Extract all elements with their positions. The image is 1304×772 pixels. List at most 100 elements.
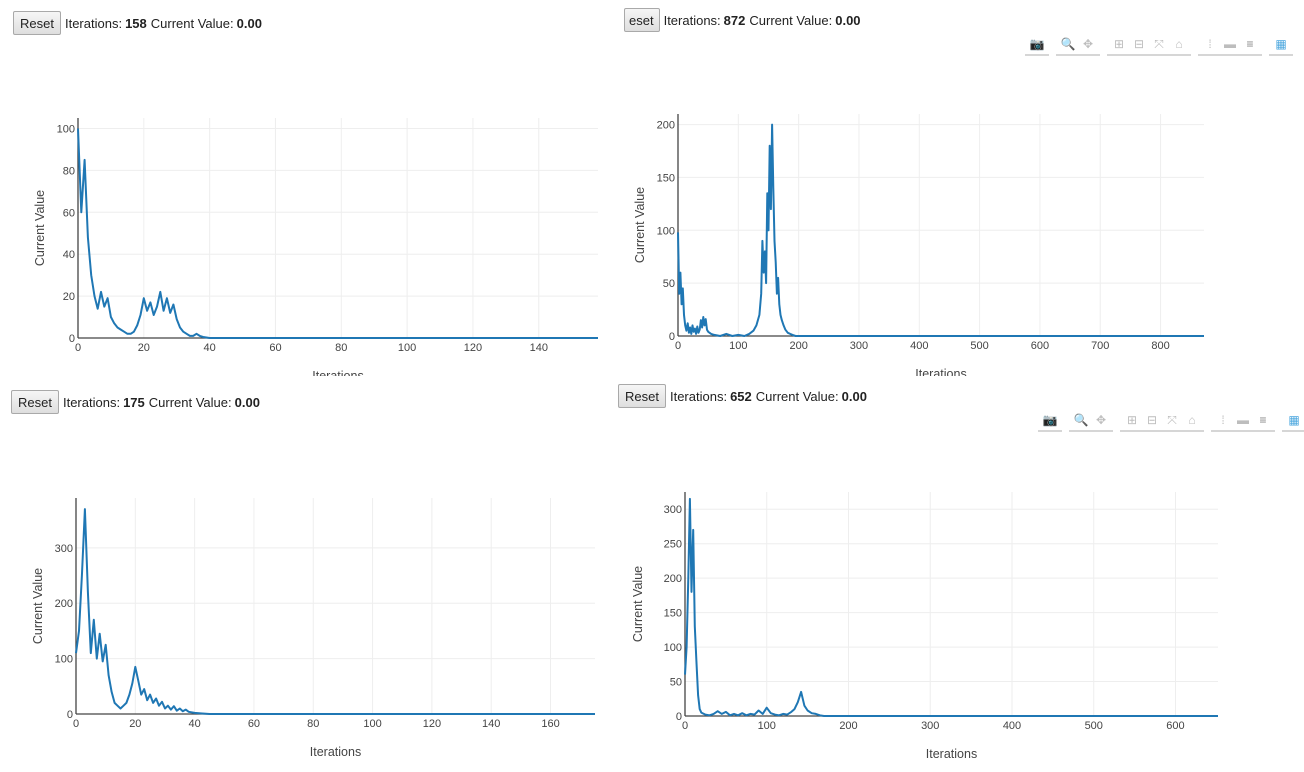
y-axis-title: Current Value — [31, 568, 45, 644]
x-axis-title: Iterations — [312, 369, 363, 376]
y-axis-title: Current Value — [631, 566, 645, 642]
camera-icon[interactable]: 📷 — [1029, 37, 1045, 51]
x-tick-label: 300 — [850, 340, 868, 352]
modebar-group-zoom: ⊞ ⊟ ⤧ ⌂ — [1120, 412, 1204, 432]
chart-4[interactable]: 0 100 200 300 400 500 600 0 50 100 150 200 250 300 Ite… — [628, 484, 1223, 770]
current-value-label: Current Value: — [150, 15, 234, 31]
iterations-label: Iterations: — [669, 388, 728, 404]
x-tick-label: 80 — [335, 342, 347, 354]
y-tick-label: 200 — [657, 120, 675, 132]
reset-button[interactable]: Reset — [618, 384, 666, 408]
x-tick-label: 20 — [138, 342, 150, 354]
panel-1-header: Reset Iterations: 158 Current Value: 0.0… — [13, 11, 266, 35]
camera-icon[interactable]: 📷 — [1042, 413, 1058, 427]
x-tick-label: 0 — [675, 340, 681, 352]
hover-closest-icon[interactable]: ▬ — [1237, 413, 1249, 427]
x-tick-label: 120 — [423, 718, 441, 730]
reset-button[interactable]: Reset — [11, 390, 59, 414]
modebar-group-drag: 🔍 ✥ — [1056, 36, 1100, 56]
x-tick-label: 60 — [269, 342, 281, 354]
x-tick-label: 100 — [398, 342, 416, 354]
current-value-label: Current Value: — [755, 388, 839, 404]
y-tick-label: 0 — [69, 333, 75, 345]
y-tick-label: 40 — [63, 249, 75, 261]
x-tick-label: 40 — [204, 342, 216, 354]
iterations-value: 158 — [125, 15, 147, 31]
pan-icon[interactable]: ✥ — [1082, 37, 1094, 51]
x-tick-label: 40 — [189, 718, 201, 730]
chart-3[interactable]: 0 20 40 60 80 100 120 140 160 0 100 200 300 Iteration… — [28, 488, 608, 766]
y-tick-label: 20 — [63, 291, 75, 303]
zoom-out-icon[interactable]: ⊟ — [1146, 413, 1158, 427]
x-tick-label: 120 — [464, 342, 482, 354]
plotly-logo-icon[interactable]: ▦ — [1275, 37, 1287, 51]
y-tick-label: 100 — [664, 642, 682, 654]
y-tick-label: 150 — [664, 608, 682, 620]
x-tick-label: 500 — [970, 340, 988, 352]
y-tick-label: 0 — [669, 331, 675, 343]
hover-closest-icon[interactable]: ▬ — [1224, 37, 1236, 51]
x-tick-label: 140 — [482, 718, 500, 730]
current-value-value: 0.00 — [835, 12, 861, 28]
modebar-group-logo: ▦ — [1269, 36, 1293, 56]
modebar-group-zoom: ⊞ ⊟ ⤧ ⌂ — [1107, 36, 1191, 56]
x-tick-label: 100 — [758, 720, 776, 732]
current-value-value: 0.00 — [236, 15, 262, 31]
iterations-value: 872 — [723, 12, 746, 28]
y-tick-label: 150 — [657, 172, 675, 184]
iterations-label: Iterations: — [663, 12, 721, 28]
spike-icon[interactable]: ⁞ — [1208, 37, 1212, 51]
modebar-group-export: 📷 — [1038, 412, 1062, 432]
chart-2[interactable]: 0 100 200 300 400 500 600 700 800 0 50 100 150 200 Ite… — [630, 106, 1215, 376]
home-icon[interactable]: ⌂ — [1188, 413, 1196, 427]
modebar-group-drag: 🔍 ✥ — [1069, 412, 1113, 432]
y-axis-title: Current Value — [633, 187, 647, 263]
x-axis-title: Iterations — [915, 367, 966, 376]
zoom-icon[interactable]: 🔍 — [1060, 37, 1076, 51]
y-tick-label: 50 — [663, 278, 675, 290]
series-line — [684, 497, 1218, 717]
zoom-icon[interactable]: 🔍 — [1073, 413, 1089, 427]
panel-2-header: eset Iterations: 872 Current Value: 0.00 — [624, 8, 865, 32]
x-tick-label: 700 — [1091, 340, 1109, 352]
iterations-label: Iterations: — [64, 15, 123, 31]
current-value-label: Current Value: — [148, 394, 232, 410]
x-tick-label: 400 — [1003, 720, 1021, 732]
x-tick-label: 0 — [75, 342, 81, 354]
reset-button[interactable]: eset — [624, 8, 660, 32]
reset-button[interactable]: Reset — [13, 11, 61, 35]
x-tick-label: 60 — [248, 718, 260, 730]
y-tick-label: 80 — [63, 165, 75, 177]
iterations-label: Iterations: — [62, 394, 121, 410]
x-axis-title: Iterations — [926, 747, 977, 761]
home-icon[interactable]: ⌂ — [1175, 37, 1183, 51]
autoscale-icon[interactable]: ⤧ — [1167, 412, 1177, 427]
zoom-in-icon[interactable]: ⊞ — [1113, 37, 1125, 51]
hover-compare-icon[interactable]: ≡ — [1246, 37, 1254, 51]
autoscale-icon[interactable]: ⤧ — [1154, 36, 1164, 51]
y-axis-title: Current Value — [33, 190, 47, 266]
y-tick-label: 100 — [657, 225, 675, 237]
zoom-in-icon[interactable]: ⊞ — [1126, 413, 1138, 427]
modebar-group-logo: ▦ — [1282, 412, 1304, 432]
plotly-logo-icon[interactable]: ▦ — [1288, 413, 1300, 427]
y-tick-label: 200 — [664, 573, 682, 585]
y-tick-label: 100 — [55, 654, 73, 666]
x-tick-label: 0 — [682, 720, 688, 732]
x-tick-label: 160 — [541, 718, 559, 730]
panel-4-header: Reset Iterations: 652 Current Value: 0.0… — [618, 384, 871, 408]
x-tick-label: 200 — [839, 720, 857, 732]
spike-icon[interactable]: ⁞ — [1221, 413, 1225, 427]
pan-icon[interactable]: ✥ — [1095, 413, 1107, 427]
series-line — [75, 508, 595, 715]
current-value-label: Current Value: — [749, 12, 833, 28]
modebar: 📷 🔍 ✥ ⊞ ⊟ ⤧ ⌂ ⁞ ▬ ≡ ▦ — [1018, 36, 1293, 56]
zoom-out-icon[interactable]: ⊟ — [1133, 37, 1145, 51]
chart-1[interactable]: 0 20 40 60 80 100 120 140 0 20 40 60 80 100 Iterations… — [30, 108, 605, 376]
x-tick-label: 200 — [789, 340, 807, 352]
current-value-value: 0.00 — [841, 388, 867, 404]
y-tick-label: 250 — [664, 539, 682, 551]
y-tick-label: 300 — [664, 504, 682, 516]
current-value-value: 0.00 — [234, 394, 260, 410]
hover-compare-icon[interactable]: ≡ — [1259, 413, 1267, 427]
